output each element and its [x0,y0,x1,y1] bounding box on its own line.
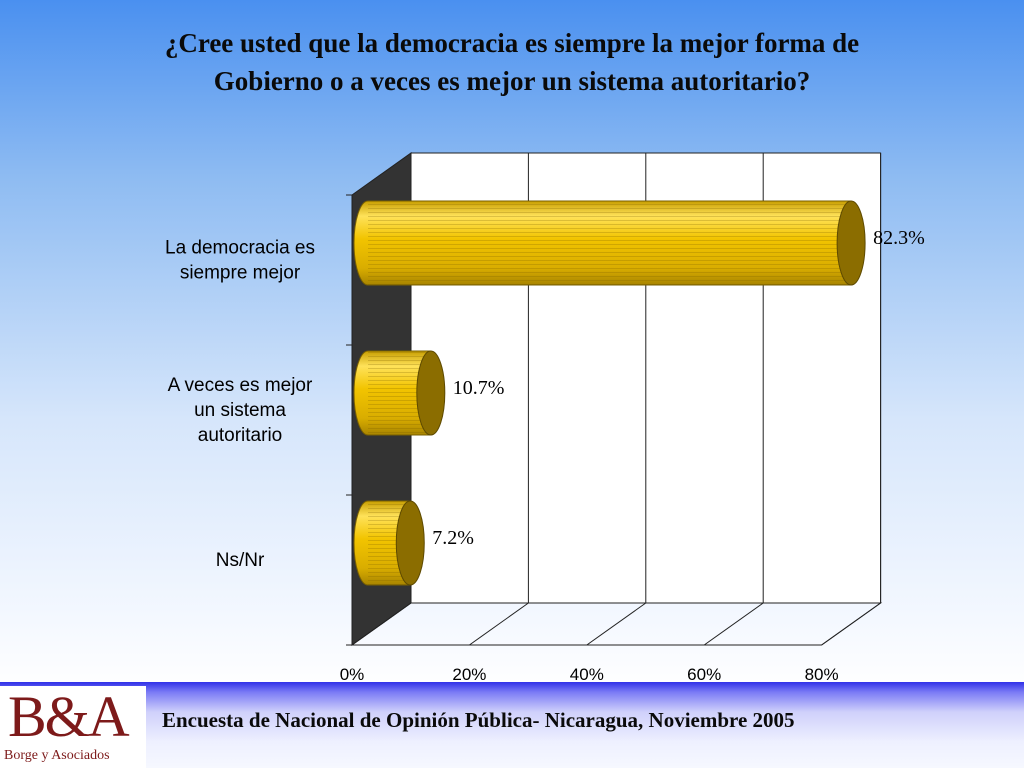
category-label-line: siempre mejor [180,263,301,284]
bar-1: 10.7% [353,350,505,436]
floor-gridline [469,602,529,646]
category-label: La democracia es siempre mejor [165,238,315,284]
chart-title-line-1: ¿Cree usted que la democracia es siempre… [164,28,860,58]
x-tick-label: 40% [570,665,604,682]
bar-0: 82.3% [353,200,925,286]
category-label-line: La democracia es [165,238,315,259]
chart-title-line-2: Gobierno o a veces es mejor un sistema a… [213,66,811,96]
chart-title: ¿Cree usted que la democracia es siempre… [40,24,984,100]
floor-gridline [703,602,764,646]
floor-gridline [821,602,881,646]
logo-mark: B&A [8,684,130,749]
category-label-line: Ns/Nr [216,550,265,571]
x-tick-label: 0% [340,665,365,682]
bar-value-label: 82.3% [873,227,925,249]
x-tick-label: 80% [805,665,839,682]
category-label-line: un sistema [194,400,286,421]
floor-gridline [586,602,647,646]
bar-cap [416,350,446,436]
x-tick-label: 60% [687,665,721,682]
footer-caption: Encuesta de Nacional de Opinión Pública-… [162,708,795,732]
bar-value-label: 7.2% [432,527,474,549]
category-label: Ns/Nr [216,550,265,571]
category-label-line: autoritario [198,425,283,446]
bar-2: 7.2% [353,500,474,586]
category-label: A veces es mejor un sistema autoritario [168,375,313,446]
bar-cap [836,200,866,286]
bar-value-label: 10.7% [453,377,505,399]
category-label-line: A veces es mejor [168,375,313,396]
bar-chart: 0% 20% 40% 60% 80% 82.3% 10.7% 7.2% La democraci… [165,152,925,682]
bar-cap [395,500,425,586]
logo: B&A Borge y Asociados [0,686,146,768]
footer-band [0,682,1024,768]
logo-subtitle: Borge y Asociados [4,748,110,763]
x-tick-label: 20% [452,665,486,682]
bar-texture [368,201,852,285]
